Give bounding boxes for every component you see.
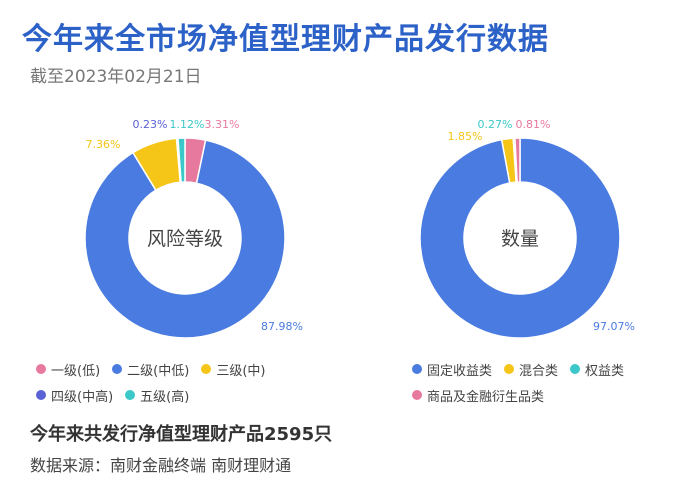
slice-data-label: 97.07% [593,320,635,333]
legend-label: 一级(低) [51,363,101,379]
legend-label: 混合类 [519,363,559,379]
legend-swatch [201,364,212,374]
legend-label: 二级(中低) [127,363,190,379]
data-source-text: 数据来源：南财金融终端 南财理财通 [30,456,292,475]
donut-slice-5 [177,137,186,183]
quantity-legend: 固定收益类 混合类 权益类商品及金融衍生品类 [412,356,682,408]
legend-swatch [504,364,515,374]
slice-data-label: 3.31% [205,118,240,131]
legend-item: 四级(中高) [36,382,113,408]
donut-center-title: 风险等级 [147,228,223,250]
legend-swatch [36,390,46,400]
legend-item: 五级(高) [125,382,189,408]
slice-data-label: 1.85% [448,130,483,143]
legend-label: 固定收益类 [427,363,493,379]
legend-swatch [412,364,422,374]
donut-slice-2 [84,139,286,339]
legend-label: 权益类 [585,363,625,379]
legend-item: 固定收益类 [412,356,492,382]
legend-swatch [112,364,123,374]
slice-data-label: 87.98% [261,320,303,333]
total-products-text: 今年来共发行净值型理财产品2595只 [30,424,333,445]
legend-swatch [36,364,46,374]
legend-item: 权益类 [570,356,624,382]
risk-level-donut-chart: 3.31% 87.98% 7.36% 0.23% 1.12% 风险等级 [84,118,303,339]
charts-area: 3.31% 87.98% 7.36% 0.23% 1.12% 风险等级 97.07% 1.8… [84,118,635,339]
legend-item: 一级(低) [36,356,100,382]
risk-level-legend: 一级(低) 二级(中低) 三级(中) 四级(中高) 五级(高) [36,356,336,408]
donut-slice-1 [419,137,621,339]
legend-swatch [412,390,422,400]
legend-label: 三级(中) [216,363,266,379]
slice-data-label: 0.23% [133,118,168,131]
date-subtitle: 截至2023年02月21日 [30,67,202,87]
page-title: 今年来全市场净值型理财产品发行数据 [22,22,549,57]
donut-slice-4 [514,137,521,183]
legend-item: 三级(中) [201,356,265,382]
slice-data-label: 1.12% [170,118,205,131]
legend-label: 五级(高) [140,389,190,405]
donut-center-title: 数量 [501,228,539,250]
slice-data-label: 0.27% [478,118,513,131]
slice-data-label: 7.36% [86,138,121,151]
slice-data-label: 0.81% [516,118,551,131]
legend-swatch [570,364,581,374]
legend-item: 二级(中低) [112,356,189,382]
legend-label: 四级(中高) [51,389,114,405]
legend-swatch [125,390,136,400]
legend-item: 混合类 [504,356,558,382]
legend-label: 商品及金融衍生品类 [427,389,545,405]
quantity-donut-chart: 97.07% 1.85%0.27% 0.81% 数量 [419,118,635,339]
legend-item: 商品及金融衍生品类 [412,382,544,408]
